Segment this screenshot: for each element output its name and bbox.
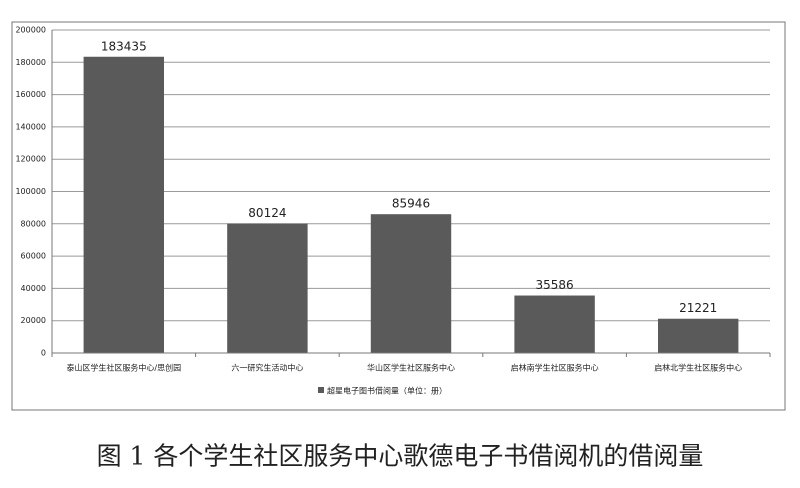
- y-tick-label: 140000: [15, 122, 46, 131]
- x-tick-label: 启林南学生社区服务中心: [511, 363, 599, 373]
- data-label: 85946: [392, 197, 430, 211]
- legend-swatch: [318, 387, 324, 393]
- bar: [514, 295, 595, 353]
- y-tick-label: 160000: [15, 90, 46, 99]
- y-tick-label: 60000: [21, 252, 46, 261]
- x-tick-label: 六一研究生活动中心: [231, 363, 303, 373]
- y-tick-label: 180000: [15, 58, 46, 67]
- data-label: 183435: [101, 39, 147, 53]
- x-tick-label: 泰山区学生社区服务中心/思创园: [66, 363, 181, 373]
- bar: [227, 223, 308, 353]
- bar: [370, 214, 452, 353]
- bar: [83, 56, 165, 354]
- y-tick-label: 0: [41, 349, 46, 358]
- y-tick-label: 80000: [21, 219, 46, 228]
- caption: 图 1 各个学生社区服务中心歌德电子书借阅机的借阅量: [97, 442, 704, 471]
- data-label: 35586: [536, 278, 574, 292]
- y-tick-label: 120000: [15, 155, 46, 164]
- data-label: 21221: [679, 301, 717, 315]
- y-tick-label: 100000: [15, 187, 46, 196]
- y-tick-label: 20000: [21, 316, 46, 325]
- bar: [657, 318, 739, 353]
- y-tick-label: 40000: [21, 284, 46, 293]
- legend-label: 超星电子图书借阅量（单位：册）: [327, 386, 447, 396]
- x-tick-label: 启林北学生社区服务中心: [654, 363, 742, 373]
- x-tick-label: 华山区学生社区服务中心: [367, 363, 455, 373]
- data-label: 80124: [248, 206, 286, 220]
- y-tick-label: 200000: [15, 26, 46, 35]
